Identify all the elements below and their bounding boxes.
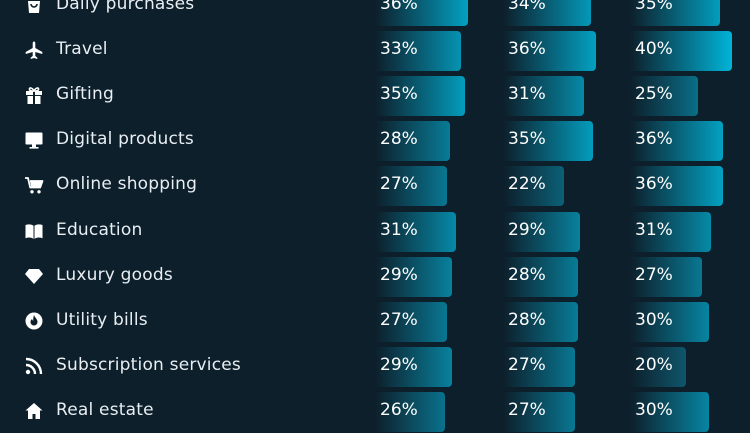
category-label: Gifting	[56, 84, 114, 105]
bar-series-1	[375, 346, 452, 387]
bar-value-label: 27%	[635, 264, 673, 285]
bar-series-2	[503, 166, 564, 207]
bar-series-2	[503, 31, 596, 72]
bar-value-label: 29%	[380, 354, 418, 375]
bar-series-1	[375, 121, 450, 162]
bar-series-2	[503, 76, 585, 117]
bar-value-label: 34%	[508, 0, 546, 14]
bar-value-label: 35%	[508, 129, 546, 150]
category-label: Daily purchases	[56, 0, 195, 14]
bar-value-label: 27%	[380, 309, 418, 330]
bar-value-label: 29%	[380, 264, 418, 285]
bar-value-label: 31%	[635, 219, 673, 240]
bar-value-label: 40%	[635, 39, 673, 60]
monitor-icon	[25, 132, 43, 149]
bar-value-label: 31%	[508, 84, 546, 105]
bar-series-3	[630, 256, 703, 297]
bar-value-label: 25%	[635, 84, 673, 105]
bar-series-1	[375, 301, 448, 342]
bar-series-1	[375, 256, 452, 297]
bar-value-label: 22%	[508, 174, 546, 195]
bar-series-2	[503, 121, 594, 162]
bar-value-label: 30%	[635, 309, 673, 330]
bar-value-label: 26%	[380, 399, 418, 420]
bar-series-3	[630, 0, 721, 26]
chart-row: Education 31% 29% 31%	[0, 208, 750, 253]
chart-row: Online shopping 27% 22% 36%	[0, 162, 750, 207]
bar-series-3	[630, 31, 732, 72]
bar-series-1	[375, 391, 446, 432]
book-icon	[25, 223, 43, 239]
bar-value-label: 28%	[508, 309, 546, 330]
bar-value-label: 36%	[380, 0, 418, 14]
bar-series-2	[503, 211, 580, 252]
bar-value-label: 28%	[508, 264, 546, 285]
rss-icon	[25, 357, 43, 374]
bar-value-label: 27%	[380, 174, 418, 195]
gift-icon	[26, 87, 42, 105]
home-icon	[25, 402, 43, 419]
bar-value-label: 27%	[508, 399, 546, 420]
chart-row: Subscription services 29% 27% 20%	[0, 343, 750, 388]
bar-value-label: 30%	[635, 399, 673, 420]
chart-row: Travel 33% 36% 40%	[0, 27, 750, 72]
bar-series-3	[630, 211, 712, 252]
bar-value-label: 33%	[380, 39, 418, 60]
category-label: Real estate	[56, 399, 154, 420]
diamond-icon	[25, 268, 43, 284]
category-label: Luxury goods	[56, 264, 173, 285]
bar-series-2	[503, 346, 576, 387]
category-label: Education	[56, 219, 143, 240]
bar-series-3	[630, 301, 710, 342]
bar-series-3	[630, 391, 710, 432]
chart-row: Luxury goods 29% 28% 27%	[0, 253, 750, 298]
bar-series-1	[375, 0, 468, 26]
bar-series-3	[630, 166, 723, 207]
bar-series-2	[503, 391, 576, 432]
category-label: Travel	[56, 39, 108, 60]
bar-value-label: 27%	[508, 354, 546, 375]
category-label: Utility bills	[56, 309, 148, 330]
bar-value-label: 28%	[380, 129, 418, 150]
bar-series-1	[375, 211, 457, 252]
bar-series-2	[503, 256, 578, 297]
airplane-icon	[25, 41, 43, 60]
chart-row: Gifting 35% 31% 25%	[0, 72, 750, 117]
bar-series-3	[630, 76, 698, 117]
bar-value-label: 35%	[380, 84, 418, 105]
bar-series-2	[503, 301, 578, 342]
category-label: Subscription services	[56, 354, 241, 375]
category-label: Online shopping	[56, 174, 198, 195]
bar-series-1	[375, 76, 466, 117]
shopping-cart-icon	[25, 177, 44, 194]
bar-series-1	[375, 166, 448, 207]
chart-row: Utility bills 27% 28% 30%	[0, 298, 750, 343]
bar-value-label: 36%	[508, 39, 546, 60]
chart-row: Daily purchases 36% 34% 35%	[0, 0, 750, 27]
bar-value-label: 29%	[508, 219, 546, 240]
bar-series-3	[630, 346, 687, 387]
bar-value-label: 36%	[635, 174, 673, 195]
bar-series-1	[375, 31, 461, 72]
chart-row: Real estate 26% 27% 30%	[0, 388, 750, 433]
bar-value-label: 20%	[635, 354, 673, 375]
bar-value-label: 35%	[635, 0, 673, 14]
shopping-bag-icon	[28, 0, 40, 13]
bar-value-label: 36%	[635, 129, 673, 150]
bar-value-label: 31%	[380, 219, 418, 240]
bar-series-2	[503, 0, 592, 26]
chart-row: Digital products 28% 35% 36%	[0, 117, 750, 162]
bar-series-3	[630, 121, 723, 162]
fire-icon	[25, 312, 43, 330]
category-label: Digital products	[56, 129, 194, 150]
